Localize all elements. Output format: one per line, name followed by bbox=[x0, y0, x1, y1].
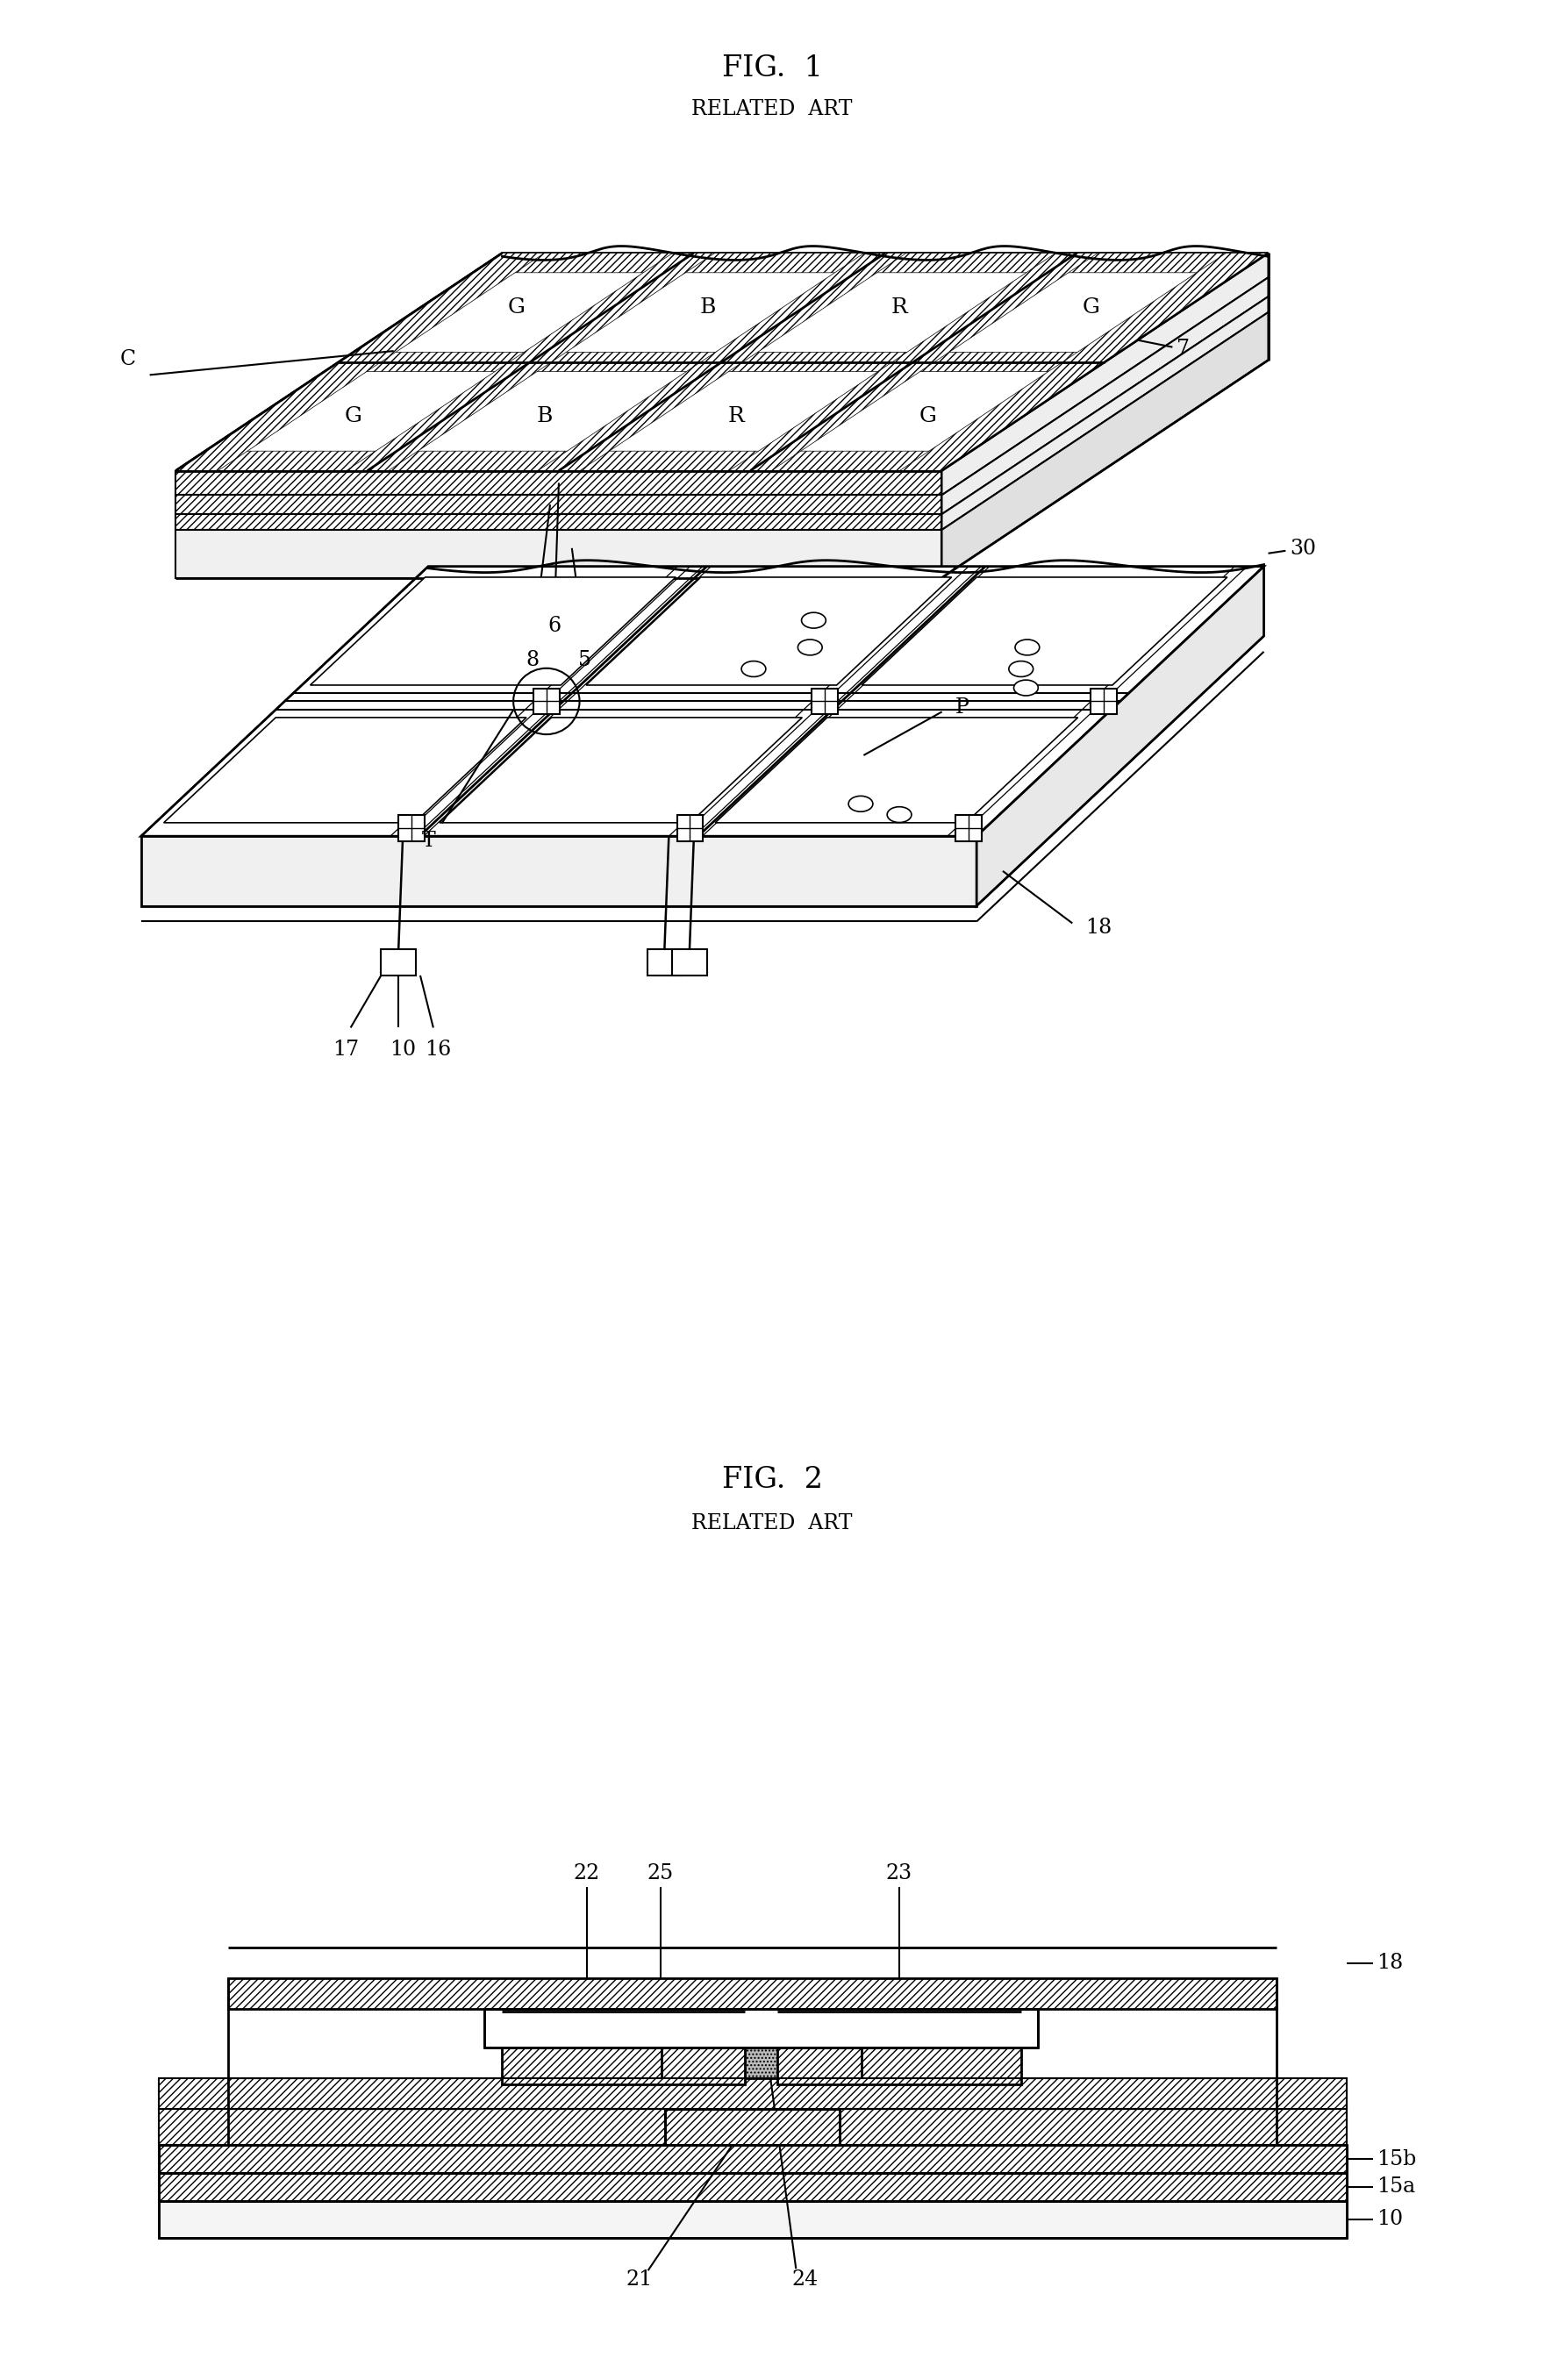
Bar bbox=[159, 2078, 1347, 2109]
Text: 10: 10 bbox=[389, 1040, 416, 1059]
Text: 15a: 15a bbox=[1377, 2178, 1415, 2197]
Text: 16: 16 bbox=[425, 1040, 451, 1059]
Polygon shape bbox=[324, 352, 1120, 371]
Ellipse shape bbox=[1009, 662, 1034, 676]
Bar bbox=[677, 814, 703, 840]
Polygon shape bbox=[164, 716, 527, 823]
Polygon shape bbox=[141, 835, 976, 907]
Polygon shape bbox=[176, 514, 942, 531]
Bar bbox=[502, 2047, 745, 2085]
Text: T: T bbox=[422, 831, 436, 850]
Ellipse shape bbox=[1015, 640, 1040, 655]
Ellipse shape bbox=[1014, 681, 1038, 695]
Polygon shape bbox=[899, 252, 1268, 471]
Bar bbox=[159, 2109, 666, 2144]
Ellipse shape bbox=[848, 795, 873, 812]
Polygon shape bbox=[176, 531, 942, 578]
Bar bbox=[813, 688, 837, 714]
Text: RELATED  ART: RELATED ART bbox=[692, 1514, 853, 1533]
Polygon shape bbox=[176, 252, 1268, 471]
Bar bbox=[159, 2173, 1347, 2202]
Polygon shape bbox=[586, 578, 952, 685]
Polygon shape bbox=[942, 312, 1268, 578]
Bar bbox=[159, 2144, 1347, 2173]
Ellipse shape bbox=[887, 807, 912, 823]
Text: FIG.  2: FIG. 2 bbox=[722, 1466, 822, 1495]
Text: 7: 7 bbox=[1177, 338, 1190, 359]
Bar bbox=[399, 814, 425, 840]
Polygon shape bbox=[538, 252, 907, 471]
Text: G: G bbox=[345, 407, 362, 426]
Polygon shape bbox=[176, 471, 942, 495]
Text: G: G bbox=[508, 298, 525, 317]
Text: FIG.  1: FIG. 1 bbox=[722, 55, 822, 83]
Polygon shape bbox=[176, 252, 544, 471]
Text: R: R bbox=[728, 407, 745, 426]
Text: 25: 25 bbox=[647, 1864, 674, 1883]
Polygon shape bbox=[976, 566, 1264, 907]
Bar bbox=[1091, 688, 1117, 714]
Text: 30: 30 bbox=[1290, 538, 1316, 559]
Polygon shape bbox=[729, 252, 1098, 471]
Text: 18: 18 bbox=[1377, 1954, 1403, 1973]
Text: 6: 6 bbox=[548, 616, 561, 635]
Polygon shape bbox=[311, 578, 675, 685]
Polygon shape bbox=[176, 495, 942, 514]
Text: 5: 5 bbox=[578, 650, 592, 671]
Text: B: B bbox=[536, 407, 553, 426]
Polygon shape bbox=[141, 566, 1264, 835]
Text: R: R bbox=[891, 298, 907, 317]
Ellipse shape bbox=[742, 662, 766, 676]
Text: C: C bbox=[121, 350, 136, 369]
Text: 17: 17 bbox=[334, 1040, 360, 1059]
Text: 23: 23 bbox=[885, 1864, 912, 1883]
Bar bbox=[666, 2109, 839, 2144]
Polygon shape bbox=[942, 298, 1268, 531]
Ellipse shape bbox=[802, 612, 827, 628]
Text: 10: 10 bbox=[1377, 2209, 1403, 2230]
Polygon shape bbox=[715, 716, 1078, 823]
Text: RELATED  ART: RELATED ART bbox=[692, 100, 853, 119]
Bar bbox=[647, 950, 681, 976]
Polygon shape bbox=[942, 252, 1268, 495]
Polygon shape bbox=[473, 252, 1268, 274]
Bar bbox=[777, 2047, 1021, 2085]
Bar bbox=[159, 2202, 1347, 2237]
Bar bbox=[955, 814, 981, 840]
Polygon shape bbox=[439, 716, 802, 823]
Text: B: B bbox=[700, 298, 715, 317]
Bar bbox=[229, 1978, 1276, 2009]
Text: 22: 22 bbox=[573, 1864, 599, 1883]
Polygon shape bbox=[862, 578, 1227, 685]
Polygon shape bbox=[942, 278, 1268, 514]
Text: 24: 24 bbox=[791, 2268, 817, 2290]
Bar bbox=[661, 2047, 861, 2078]
Text: 8: 8 bbox=[525, 650, 539, 671]
Text: 15b: 15b bbox=[1377, 2149, 1417, 2168]
Bar bbox=[839, 2109, 1347, 2144]
Polygon shape bbox=[346, 252, 715, 471]
Polygon shape bbox=[176, 452, 972, 471]
Text: G: G bbox=[919, 407, 936, 426]
Text: G: G bbox=[1081, 298, 1100, 317]
Text: 21: 21 bbox=[626, 2268, 652, 2290]
Bar bbox=[484, 2009, 1038, 2047]
Bar bbox=[533, 688, 559, 714]
Text: P: P bbox=[955, 697, 969, 716]
Ellipse shape bbox=[797, 640, 822, 655]
Bar bbox=[672, 950, 708, 976]
Text: 18: 18 bbox=[1086, 919, 1112, 938]
Bar bbox=[382, 950, 416, 976]
